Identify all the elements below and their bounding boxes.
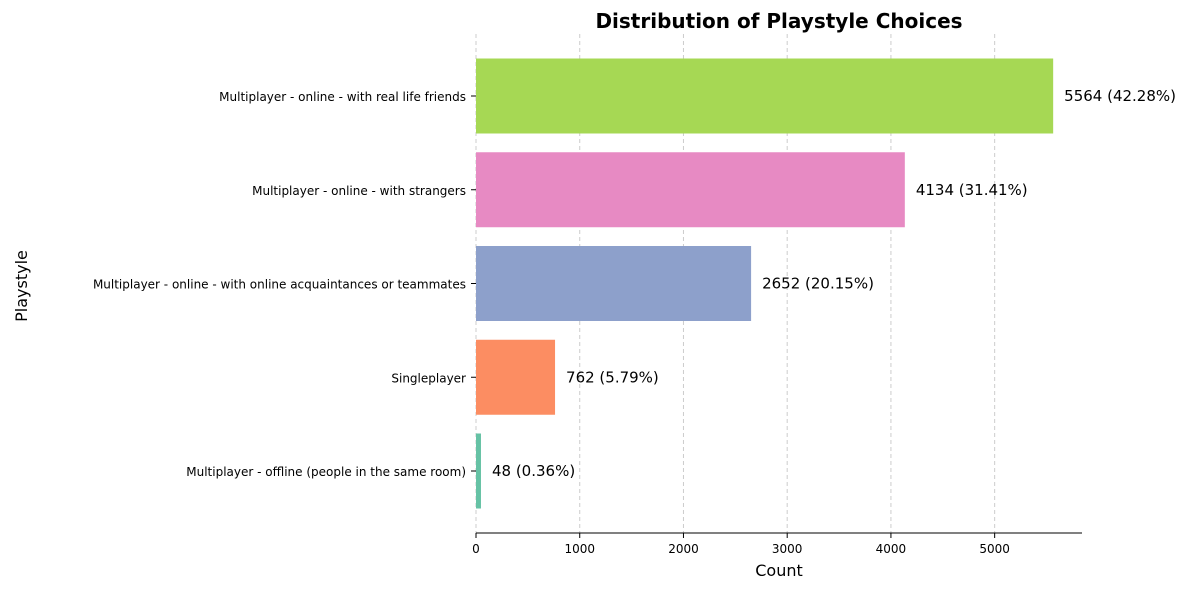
bar bbox=[476, 58, 1054, 134]
data-labels: 5564 (42.28%) 4134 (31.41%) 2652 (20.15%) 7… bbox=[492, 87, 1176, 480]
chart-title: Distribution of Playstyle Choices bbox=[595, 9, 962, 33]
x-tick-label: 4000 bbox=[876, 542, 907, 556]
bar bbox=[476, 152, 905, 228]
data-label: 2652 (20.15%) bbox=[762, 275, 874, 293]
data-label: 4134 (31.41%) bbox=[916, 181, 1028, 199]
x-tick-label: 2000 bbox=[668, 542, 699, 556]
x-tick-label: 3000 bbox=[772, 542, 803, 556]
x-axis-label: Count bbox=[755, 561, 803, 580]
y-axis-label: Playstyle bbox=[12, 250, 31, 322]
category-label: Singleplayer bbox=[391, 371, 466, 385]
category-labels: Multiplayer - online - with real life fr… bbox=[93, 90, 476, 479]
x-tick-label: 1000 bbox=[564, 542, 595, 556]
category-label: Multiplayer - online - with online acqua… bbox=[93, 278, 466, 292]
data-label: 5564 (42.28%) bbox=[1064, 87, 1176, 105]
bar bbox=[476, 246, 752, 321]
x-tick-label: 0 bbox=[472, 542, 480, 556]
x-tick-label: 5000 bbox=[979, 542, 1010, 556]
bars bbox=[476, 58, 1054, 509]
category-label: Multiplayer - online - with strangers bbox=[252, 184, 466, 198]
category-label: Multiplayer - offline (people in the sam… bbox=[186, 465, 466, 479]
data-label: 762 (5.79%) bbox=[566, 368, 659, 386]
category-label: Multiplayer - online - with real life fr… bbox=[219, 90, 466, 104]
x-ticks: 0 1000 2000 3000 4000 5000 bbox=[472, 533, 1010, 556]
data-label: 48 (0.36%) bbox=[492, 462, 575, 480]
bar bbox=[476, 339, 556, 415]
bar bbox=[476, 433, 481, 509]
